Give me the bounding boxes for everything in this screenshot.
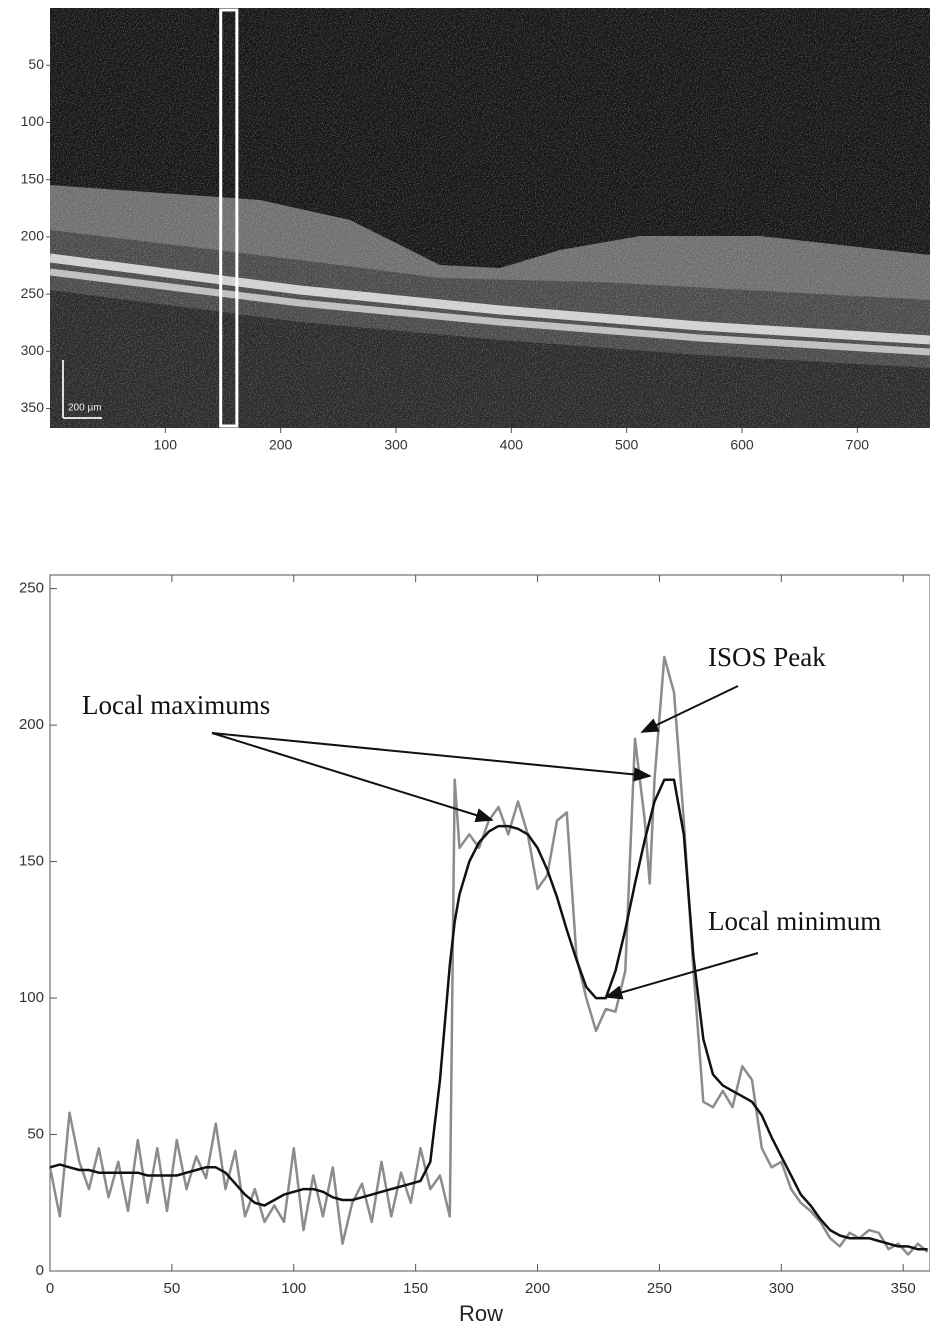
annotation: Local minimum xyxy=(708,906,881,936)
y-tick-label: 250 xyxy=(19,580,44,597)
x-tick-label: 250 xyxy=(647,1280,672,1297)
y-tick-label: 50 xyxy=(27,1125,44,1142)
y-tick-label: 300 xyxy=(21,342,45,358)
oct-image xyxy=(50,8,930,428)
figure: 200 µm Row 10020030040050060070050100150… xyxy=(0,0,930,1330)
x-tick-label: 200 xyxy=(269,437,293,453)
y-tick-label: 200 xyxy=(21,228,45,244)
y-tick-label: 200 xyxy=(19,716,44,733)
x-tick-label: 300 xyxy=(384,437,408,453)
x-tick-label: 600 xyxy=(730,437,754,453)
page: {"chart_data":[ {"type":"image","xlim":[… xyxy=(0,0,930,1330)
x-tick-label: 500 xyxy=(615,437,639,453)
series-line xyxy=(50,780,928,1249)
y-tick-label: 150 xyxy=(21,170,45,186)
y-tick-label: 350 xyxy=(21,399,45,415)
annotation: Local maximums xyxy=(82,690,270,720)
y-tick-label: 0 xyxy=(36,1262,44,1279)
y-tick-label: 100 xyxy=(21,113,45,129)
y-tick-label: 150 xyxy=(19,853,44,870)
x-tick-label: 700 xyxy=(846,437,870,453)
series-line xyxy=(50,657,928,1255)
annotations: Local maximums ISOS Peak Local minimum xyxy=(82,642,881,997)
x-tick-label: 300 xyxy=(769,1280,794,1297)
x-tick-label: 150 xyxy=(403,1280,428,1297)
x-tick-label: 100 xyxy=(154,437,178,453)
x-tick-label: 200 xyxy=(525,1280,550,1297)
y-tick-label: 100 xyxy=(19,989,44,1006)
x-tick-label: 400 xyxy=(500,437,524,453)
x-axis-label: Row xyxy=(459,1301,503,1326)
x-tick-label: 350 xyxy=(891,1280,916,1297)
x-tick-label: 100 xyxy=(281,1280,306,1297)
y-tick-label: 250 xyxy=(21,285,45,301)
y-tick-label: 50 xyxy=(28,56,44,72)
x-tick-label: 50 xyxy=(164,1280,181,1297)
scale-bar-label: 200 µm xyxy=(68,403,102,414)
x-tick-label: 0 xyxy=(46,1280,54,1297)
annotation: ISOS Peak xyxy=(708,642,826,672)
